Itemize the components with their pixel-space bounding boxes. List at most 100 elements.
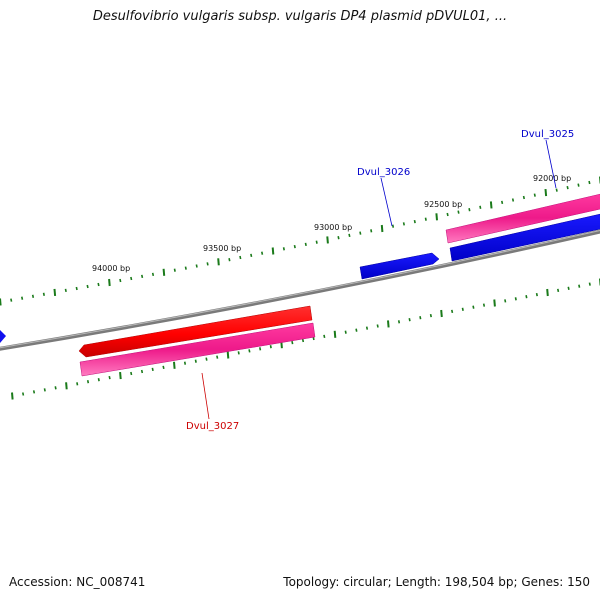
minor-tick	[533, 193, 536, 197]
tick-label-93500: 93500 bp	[203, 244, 241, 253]
minor-tick	[194, 359, 197, 363]
gene-dvul-3027[interactable]	[78, 305, 316, 377]
minor-tick	[21, 296, 24, 300]
minor-tick	[457, 210, 460, 214]
major-tick	[119, 372, 122, 380]
major-tick	[333, 330, 337, 338]
minor-tick	[173, 268, 176, 272]
major-tick	[11, 392, 14, 400]
minor-tick	[97, 378, 100, 382]
minor-tick	[183, 361, 187, 365]
major-tick	[65, 382, 68, 390]
minor-tick	[429, 313, 432, 318]
minor-tick	[205, 357, 208, 361]
minor-tick	[239, 255, 242, 260]
minor-tick	[248, 349, 251, 353]
minor-tick	[424, 217, 427, 221]
minor-tick	[119, 278, 122, 283]
minor-tick	[514, 297, 517, 301]
minor-tick	[43, 388, 46, 392]
tick-label-93000: 93000 bp	[314, 223, 352, 232]
minor-tick	[323, 334, 326, 339]
backbone-highlight	[0, 230, 600, 349]
minor-tick	[162, 365, 165, 370]
minor-tick	[151, 367, 154, 372]
gene-dvul-3025-cds[interactable]	[445, 193, 600, 244]
major-tick	[546, 288, 549, 297]
minor-tick	[151, 272, 155, 277]
major-tick	[53, 288, 57, 296]
minor-tick	[130, 276, 133, 281]
minor-tick	[291, 340, 294, 345]
major-tick	[226, 351, 230, 359]
gene-dvul-3027-feature[interactable]	[78, 305, 313, 358]
minor-tick	[578, 284, 581, 288]
minor-tick	[577, 183, 580, 187]
minor-tick	[557, 288, 560, 293]
minor-tick	[64, 288, 67, 293]
minor-tick	[130, 371, 133, 376]
tick-label-94000: 94000 bp	[92, 264, 130, 273]
minor-tick	[413, 219, 416, 224]
major-tick	[326, 236, 329, 244]
major-tick	[435, 213, 438, 221]
minor-tick	[216, 355, 219, 359]
minor-tick	[370, 229, 373, 233]
minor-tick	[588, 180, 591, 185]
minor-tick	[140, 369, 144, 374]
minor-tick	[567, 286, 570, 290]
minor-tick	[97, 282, 100, 287]
minor-tick	[355, 328, 358, 332]
gene-label-dvul-3027[interactable]: Dvul_3027	[186, 421, 239, 432]
minor-tick	[31, 294, 35, 298]
minor-tick	[525, 295, 528, 299]
dvul-3025-leader	[545, 139, 557, 189]
tick-label-92500: 92500 bp	[424, 200, 462, 209]
minor-tick	[261, 251, 264, 255]
major-tick	[489, 201, 493, 209]
minor-tick	[337, 236, 340, 240]
minor-tick	[419, 316, 422, 320]
major-tick	[108, 278, 111, 287]
dvul-3027-leader	[201, 372, 210, 420]
minor-tick	[269, 345, 272, 349]
minor-tick	[42, 292, 45, 296]
minor-tick	[511, 198, 515, 202]
minor-tick	[86, 380, 90, 384]
major-tick	[162, 268, 166, 276]
gene-dvul-3025-feature[interactable]	[449, 213, 600, 262]
minor-tick	[501, 200, 504, 205]
minor-tick	[376, 324, 379, 328]
minor-tick	[282, 247, 285, 251]
minor-tick	[250, 253, 253, 258]
minor-tick	[54, 386, 57, 390]
minor-tick	[228, 258, 231, 262]
minor-tick	[408, 318, 411, 322]
major-tick	[544, 189, 548, 197]
major-tick	[0, 298, 2, 306]
edge-gene-arrow[interactable]	[0, 330, 6, 343]
outer-tick-track	[0, 176, 600, 306]
tick-label-92000: 92000 bp	[533, 174, 571, 183]
minor-tick	[301, 338, 305, 343]
gene-dvul-3025[interactable]	[445, 193, 600, 262]
gene-label-dvul-3026[interactable]: Dvul_3026	[357, 167, 410, 178]
minor-tick	[365, 326, 369, 330]
minor-tick	[402, 222, 405, 226]
gene-label-dvul-3025[interactable]: Dvul_3025	[521, 129, 574, 140]
minor-tick	[237, 351, 240, 355]
minor-tick	[184, 266, 187, 270]
minor-tick	[482, 303, 486, 307]
minor-tick	[304, 242, 307, 247]
accession-label: Accession: NC_008741	[9, 575, 146, 589]
gene-dvul-3026-feature[interactable]	[359, 252, 440, 280]
minor-tick	[468, 208, 471, 212]
gene-dvul-3027-cds[interactable]	[79, 322, 316, 377]
backbone-track	[0, 229, 600, 351]
minor-tick	[293, 244, 296, 249]
minor-tick	[472, 305, 475, 309]
minor-tick	[22, 392, 25, 396]
minor-tick	[555, 188, 558, 192]
minor-tick	[446, 212, 449, 217]
